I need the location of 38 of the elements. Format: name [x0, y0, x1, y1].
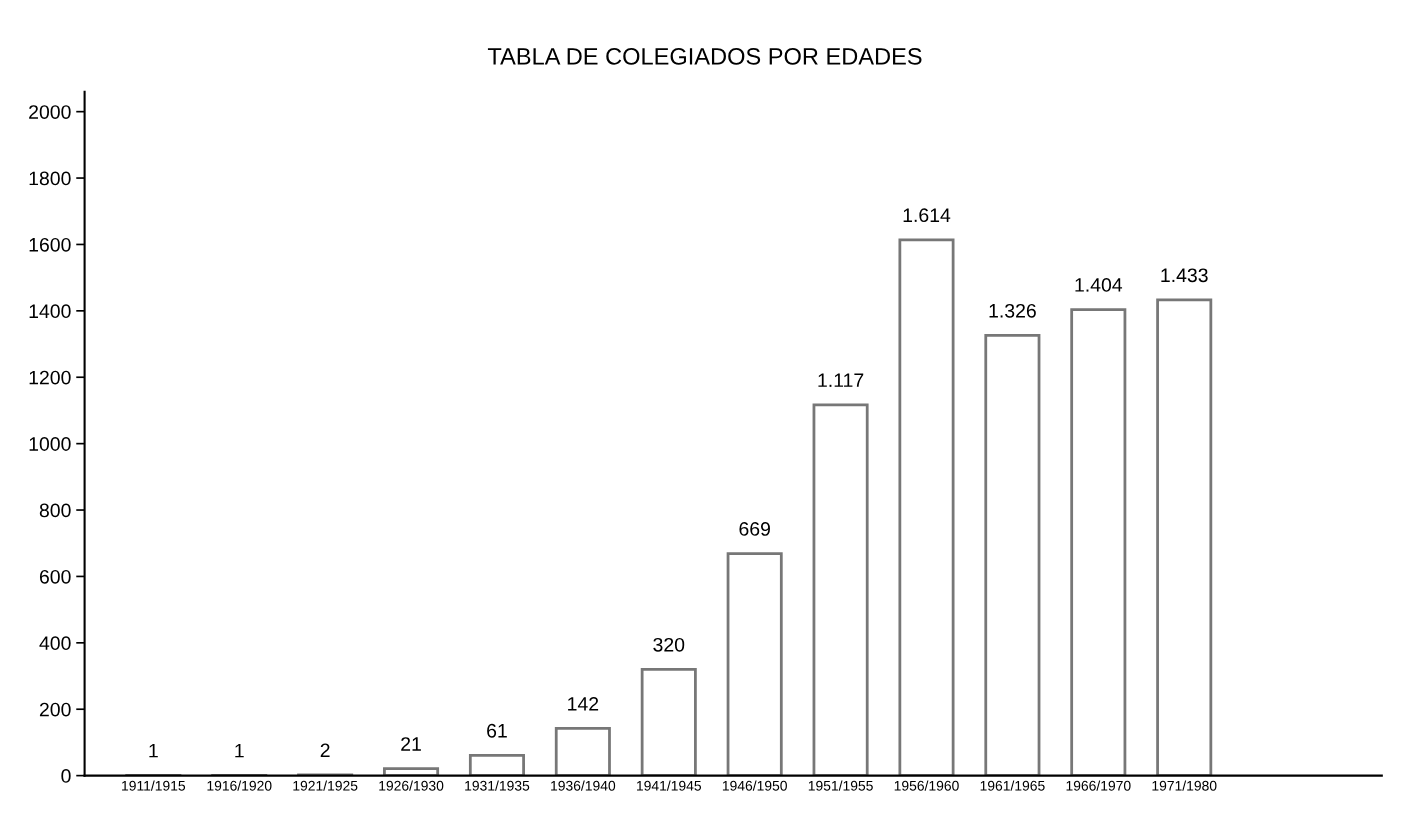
- x-tick-label: 1921/1925: [293, 780, 358, 791]
- x-tick-label: 1971/1980: [1152, 780, 1217, 791]
- y-tick-label: 1200: [29, 370, 71, 385]
- data-label: 2: [320, 743, 330, 758]
- x-tick-label: 1916/1920: [207, 780, 272, 791]
- data-label: 21: [401, 737, 421, 751]
- x-tick-label: 1936/1940: [551, 780, 616, 791]
- x-tick-label: 1941/1945: [637, 780, 702, 791]
- y-tick-label: 200: [39, 702, 71, 717]
- y-tick-label: 0: [61, 769, 71, 783]
- x-tick-label: 1961/1965: [980, 780, 1045, 791]
- data-label: 1.614: [903, 208, 951, 223]
- y-tick-label: 1000: [29, 437, 71, 451]
- y-tick-label: 800: [39, 503, 71, 518]
- x-tick-label: 1946/1950: [722, 780, 787, 791]
- x-tick-label: 1931/1935: [465, 780, 530, 791]
- x-tick-label: 1926/1930: [379, 780, 444, 791]
- data-label: 61: [487, 723, 507, 738]
- data-label: 320: [653, 637, 685, 652]
- y-tick-label: 400: [39, 636, 71, 651]
- y-tick-label: 600: [39, 569, 71, 584]
- y-tick-label: 1400: [29, 304, 71, 319]
- data-label: 1.433: [1161, 268, 1208, 283]
- y-tick-label: 2000: [29, 105, 71, 119]
- data-label: 1: [149, 743, 158, 758]
- data-label: 142: [568, 696, 599, 711]
- x-tick-label: 1956/1960: [894, 780, 959, 791]
- data-label: 669: [739, 522, 770, 536]
- x-tick-label: 1951/1955: [808, 780, 873, 791]
- chart-title: TABLA DE COLEGIADOS POR EDADES: [487, 48, 922, 65]
- data-label: 1.404: [1075, 278, 1123, 292]
- data-label: 1.326: [989, 303, 1036, 318]
- data-label: 1: [235, 743, 244, 758]
- x-tick-label: 1966/1970: [1066, 780, 1131, 791]
- x-tick-label: 1911/1915: [122, 780, 186, 791]
- data-label: 1.117: [818, 373, 864, 387]
- y-tick-label: 1800: [29, 171, 71, 186]
- y-tick-label: 1600: [29, 237, 71, 252]
